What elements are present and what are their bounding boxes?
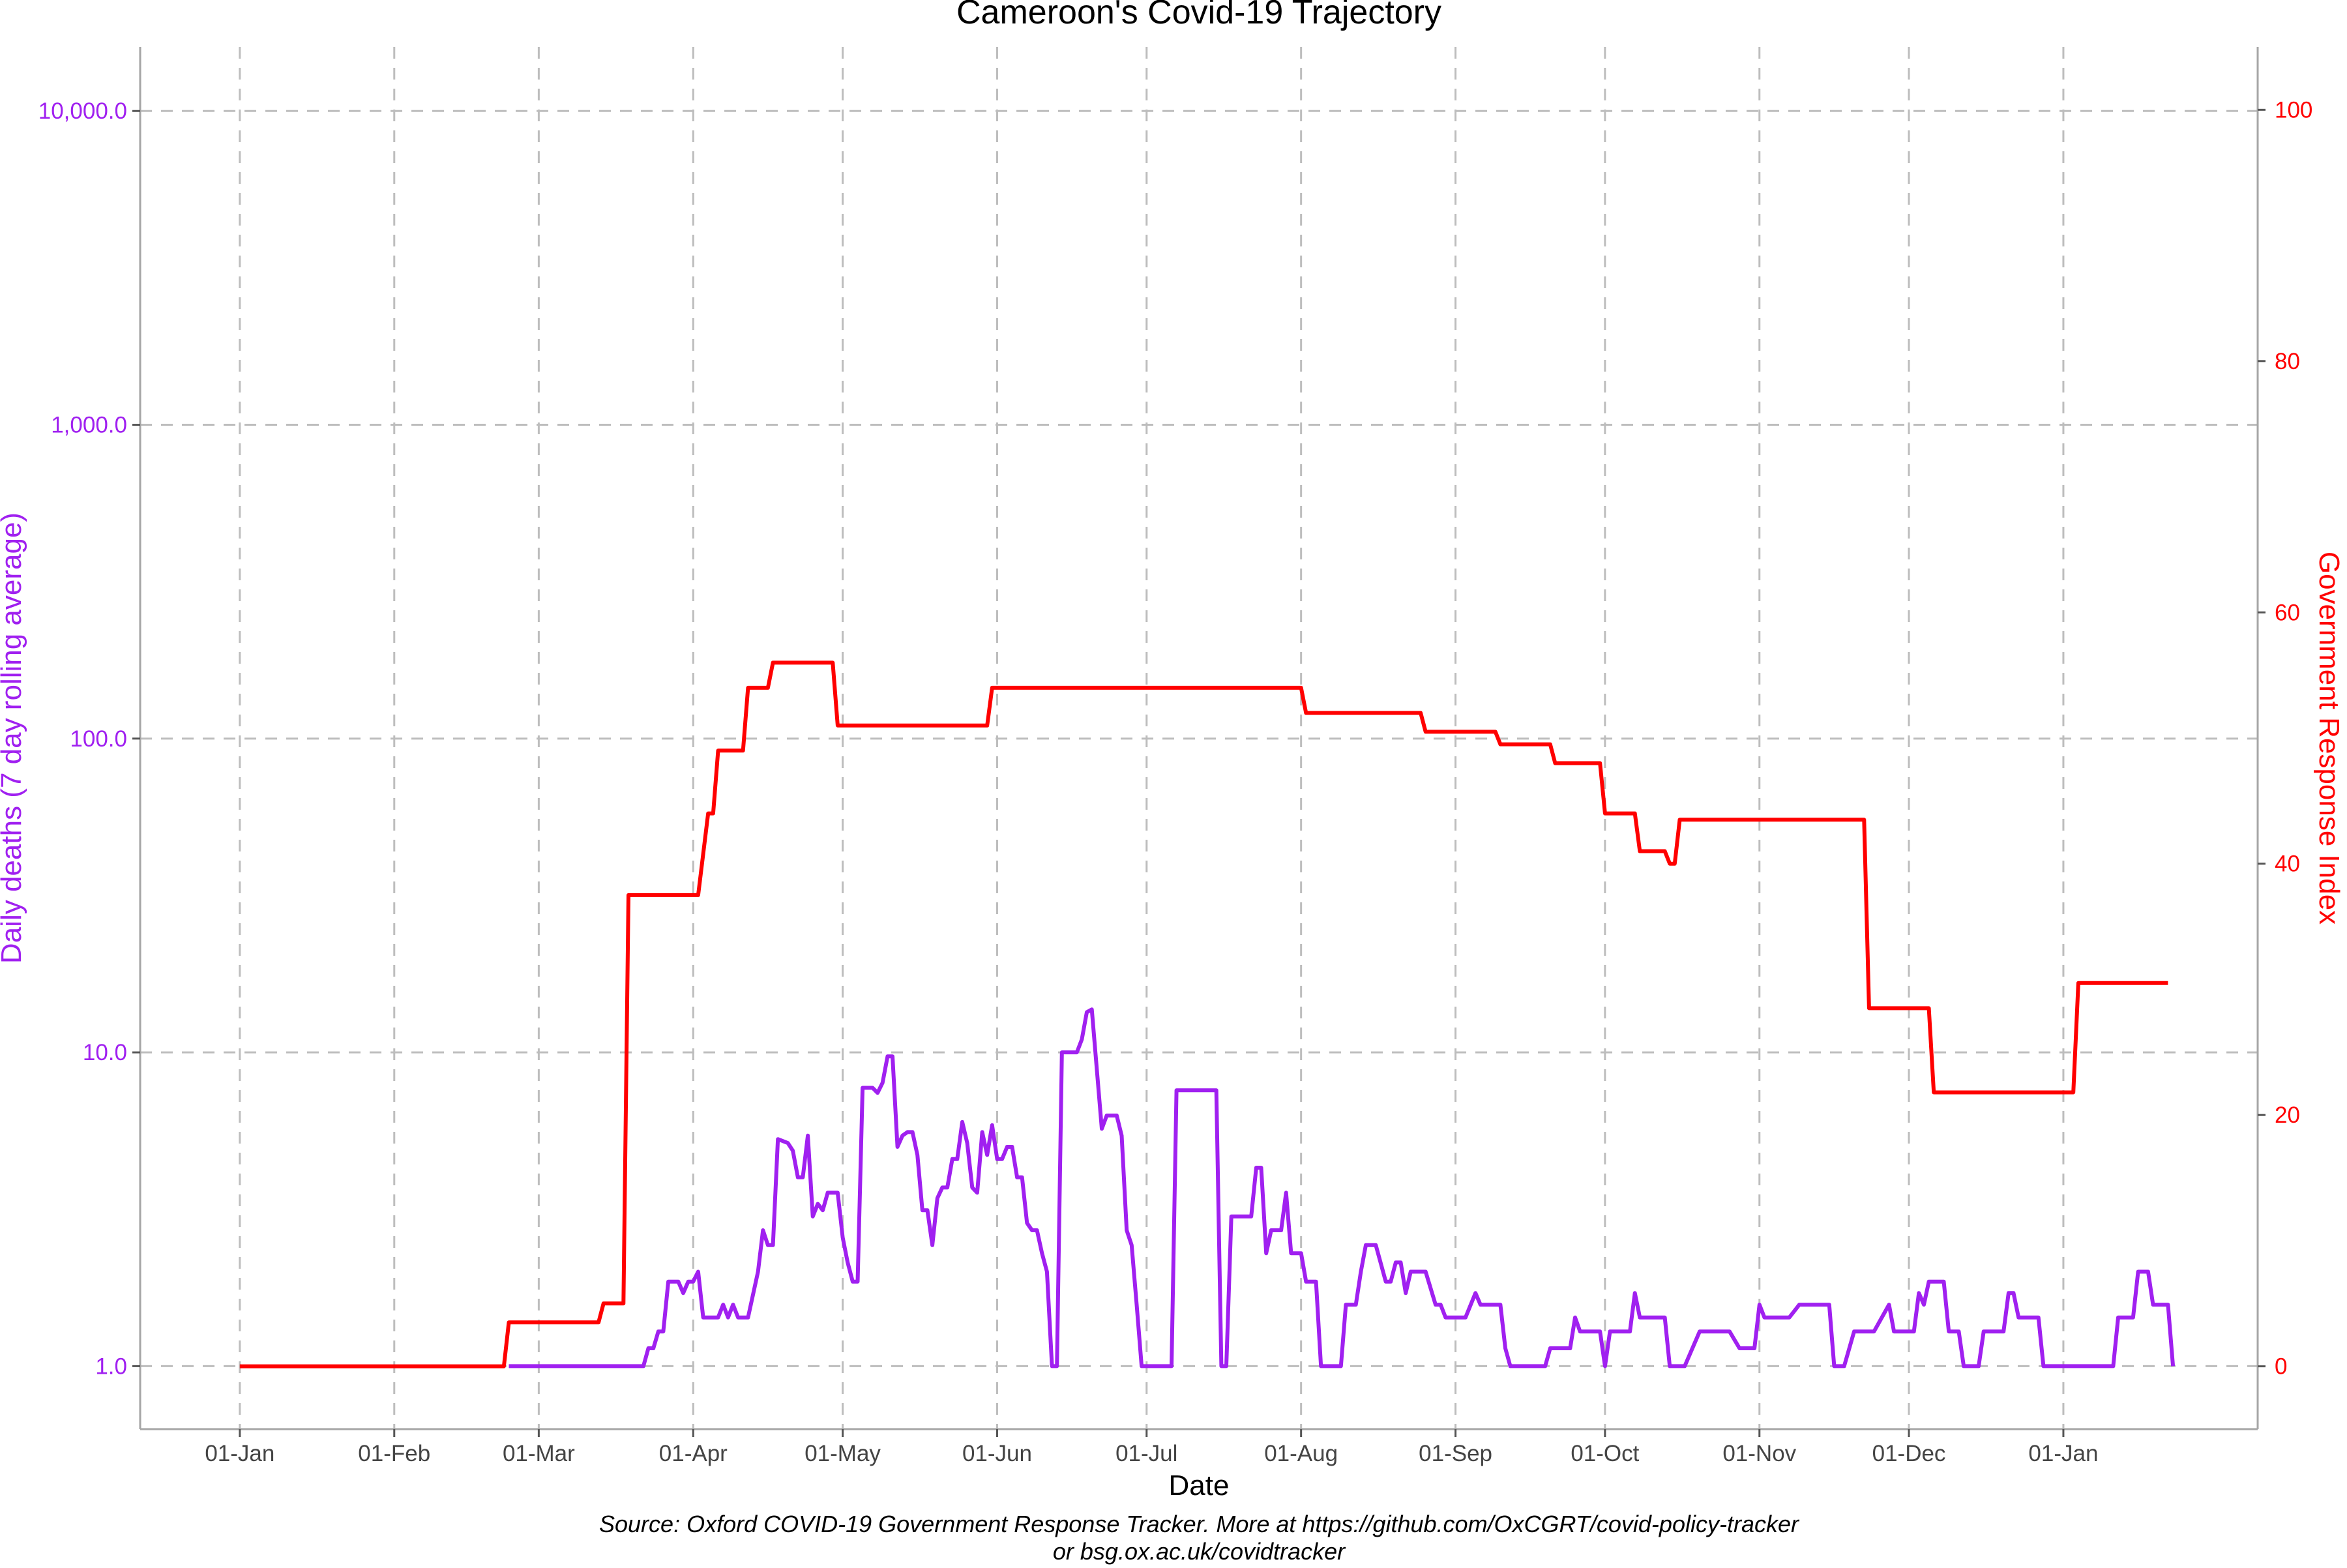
right-tick-label: 40 [2275, 851, 2300, 877]
left-tick-label: 1.0 [95, 1354, 127, 1379]
x-tick-label: 01-Jan [205, 1441, 274, 1466]
x-axis-label: Date [1169, 1470, 1230, 1501]
x-tick-label: 01-Feb [358, 1441, 430, 1466]
series-lines [239, 660, 2176, 1368]
tick-labels: 01-Jan 01-Feb 01-Mar 01-Apr 01-May 01-Jun 01-J… [38, 97, 2313, 1466]
x-tick-label: 01-May [804, 1441, 881, 1466]
chart-title: Cameroon's Covid-19 Trajectory [956, 0, 1441, 31]
x-tick-label: 01-Nov [1722, 1441, 1796, 1466]
x-tick-label: 01-Jun [962, 1441, 1032, 1466]
right-axis-label: Government Response Index [2313, 552, 2345, 925]
right-tick-label: 60 [2275, 600, 2300, 625]
right-tick-label: 100 [2275, 97, 2312, 123]
x-tick-label: 01-Jan [2028, 1441, 2098, 1466]
left-tick-label: 10,000.0 [38, 98, 127, 124]
right-tick-label: 20 [2275, 1102, 2300, 1128]
left-axis-label: Daily deaths (7 day rolling average) [0, 512, 27, 964]
x-tick-label: 01-Apr [659, 1441, 728, 1466]
x-tick-label: 01-Jul [1115, 1441, 1177, 1466]
grid-lines [140, 47, 2258, 1429]
x-tick-label: 01-Dec [1872, 1441, 1946, 1466]
x-tick-label: 01-Sep [1419, 1441, 1492, 1466]
source-caption-line-2: or bsg.ox.ac.uk/covidtracker [1053, 1538, 1346, 1565]
source-caption-line-1: Source: Oxford COVID-19 Government Respo… [599, 1511, 1800, 1537]
daily-deaths-line [509, 1007, 2176, 1368]
x-tick-label: 01-Oct [1571, 1441, 1639, 1466]
x-tick-label: 01-Mar [503, 1441, 575, 1466]
right-tick-label: 0 [2275, 1354, 2287, 1380]
government-response-index-line [239, 660, 2168, 1368]
x-tick-label: 01-Aug [1264, 1441, 1338, 1466]
left-tick-label: 100.0 [70, 726, 127, 752]
left-tick-label: 1,000.0 [51, 413, 127, 438]
left-tick-label: 10.0 [83, 1040, 127, 1065]
right-tick-label: 80 [2275, 349, 2300, 374]
